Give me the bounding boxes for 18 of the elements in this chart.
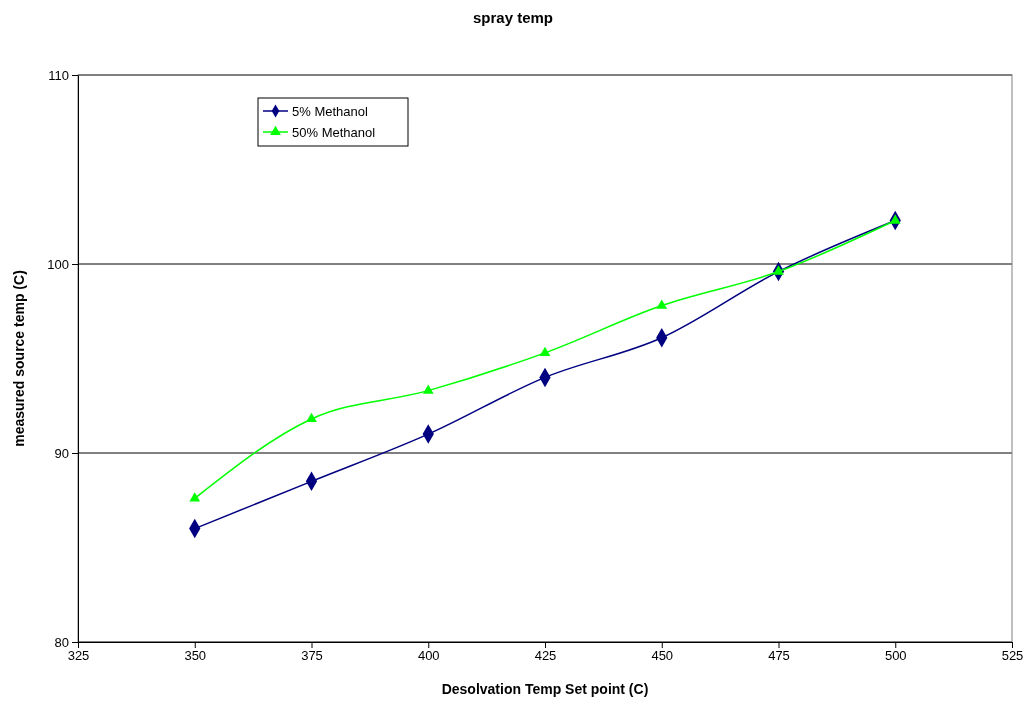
y-tick-label: 90: [54, 445, 69, 461]
x-tick-label: 350: [184, 648, 207, 664]
x-tick-label: 500: [884, 648, 907, 664]
y-tick-label: 100: [47, 256, 69, 272]
y-tick-label: 80: [54, 634, 69, 650]
x-tick-label: 400: [417, 648, 440, 664]
x-tick-label: 425: [534, 648, 557, 664]
legend-label: 50% Methanol: [292, 125, 376, 140]
y-tick-label: 110: [48, 67, 69, 83]
x-tick-label: 325: [67, 648, 90, 664]
legend-label: 5% Methanol: [292, 104, 368, 119]
y-axis-title: measured source temp (C): [11, 270, 27, 447]
x-tick-label: 375: [301, 648, 323, 664]
x-tick-label: 525: [1001, 648, 1024, 664]
x-axis-title: Desolvation Temp Set point (C): [441, 681, 649, 697]
x-tick-label: 475: [768, 648, 790, 664]
chart-title: spray temp: [472, 9, 554, 26]
x-tick-label: 450: [651, 648, 674, 664]
